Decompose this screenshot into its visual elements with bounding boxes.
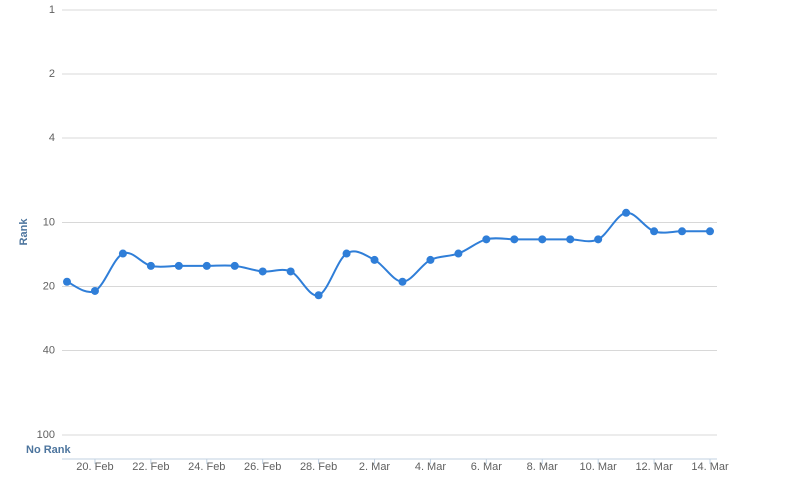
point — [594, 235, 603, 244]
y-axis-title: Rank — [18, 218, 30, 246]
point — [118, 249, 127, 258]
y-tick-label: 40 — [43, 344, 55, 356]
point — [678, 227, 687, 236]
point — [63, 277, 71, 286]
point — [650, 227, 659, 236]
point — [174, 261, 183, 270]
x-tick-label: 26. Feb — [244, 461, 281, 473]
point — [566, 235, 575, 244]
point — [90, 286, 99, 295]
point — [482, 235, 491, 244]
y-tick-label: 1 — [49, 4, 55, 16]
x-tick-label: 14. Mar — [691, 461, 729, 473]
point — [622, 208, 631, 217]
point — [202, 261, 211, 270]
x-tick-label: 20. Feb — [76, 461, 113, 473]
point — [426, 255, 435, 264]
point — [258, 267, 267, 276]
x-tick-label: 2. Mar — [359, 461, 391, 473]
point — [230, 261, 239, 270]
point — [370, 255, 379, 264]
point — [538, 235, 547, 244]
point — [342, 249, 351, 258]
y-tick-label: 4 — [49, 132, 55, 144]
point — [146, 261, 155, 270]
no-rank-label: No Rank — [26, 444, 72, 456]
x-tick-label: 4. Mar — [415, 461, 447, 473]
point — [510, 235, 519, 244]
point — [314, 291, 323, 300]
y-tick-label: 100 — [37, 429, 55, 441]
point — [286, 267, 295, 276]
point — [706, 227, 714, 236]
x-tick-label: 28. Feb — [300, 461, 337, 473]
point — [454, 249, 463, 258]
point — [398, 277, 407, 286]
x-tick-label: 12. Mar — [635, 461, 673, 473]
x-tick-label: 8. Mar — [527, 461, 559, 473]
x-tick-label: 6. Mar — [471, 461, 503, 473]
x-tick-label: 22. Feb — [132, 461, 169, 473]
y-tick-label: 10 — [43, 216, 55, 228]
x-tick-label: 24. Feb — [188, 461, 225, 473]
line — [66, 211, 710, 297]
y-tick-label: 2 — [49, 68, 55, 80]
x-tick-label: 10. Mar — [580, 461, 618, 473]
y-tick-label: 20 — [43, 280, 55, 292]
